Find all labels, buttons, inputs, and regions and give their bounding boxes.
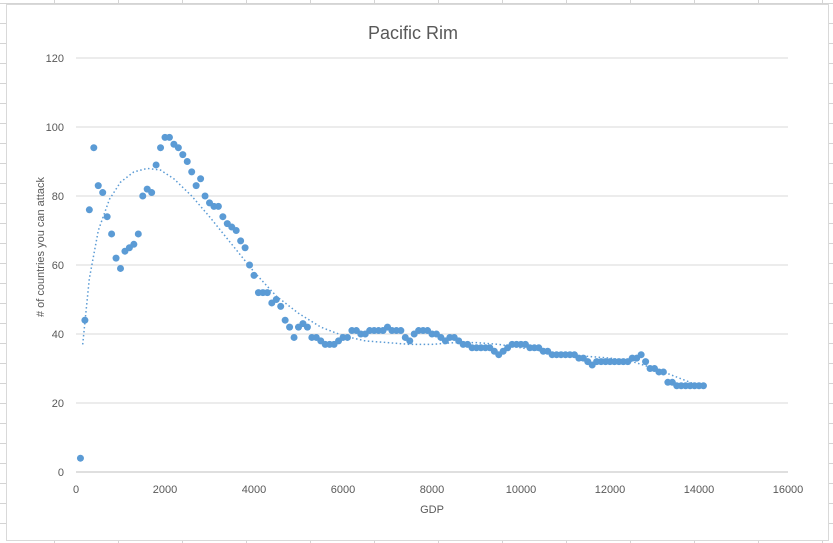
- x-axis-title: GDP: [420, 504, 444, 516]
- y-tick-label: 80: [52, 191, 64, 203]
- data-point: [406, 337, 414, 345]
- data-point: [659, 368, 667, 376]
- data-points: [76, 133, 707, 462]
- data-point: [286, 323, 294, 331]
- data-point: [157, 144, 165, 152]
- data-point: [232, 227, 240, 234]
- scatter-chart: Pacific Rim 0 20 40 60 80 100 120 0 2000 4000 600…: [35, 23, 803, 516]
- x-tick-label: 4000: [242, 484, 266, 496]
- y-tick-label: 40: [52, 329, 64, 341]
- data-point: [94, 182, 102, 190]
- data-point: [343, 333, 351, 341]
- y-tick-label: 20: [52, 398, 64, 410]
- data-point: [112, 254, 120, 262]
- data-point: [290, 333, 298, 341]
- y-axis-ticks: 0 20 40 60 80 100 120: [46, 53, 64, 479]
- y-tick-label: 100: [46, 122, 64, 134]
- x-tick-label: 16000: [773, 484, 804, 496]
- data-point: [183, 158, 191, 165]
- x-tick-label: 10000: [506, 484, 537, 496]
- gridlines: [76, 57, 788, 404]
- y-tick-label: 60: [52, 260, 64, 272]
- data-point: [192, 182, 200, 190]
- data-point: [642, 358, 650, 366]
- data-point: [174, 144, 182, 152]
- x-tick-label: 14000: [684, 484, 715, 496]
- x-tick-label: 8000: [420, 484, 444, 496]
- data-point: [250, 271, 258, 279]
- data-point: [103, 213, 111, 221]
- x-tick-label: 0: [73, 484, 79, 496]
- data-point: [130, 240, 138, 248]
- data-point: [179, 151, 187, 159]
- data-point: [272, 296, 280, 303]
- data-point: [201, 192, 209, 200]
- data-point: [90, 144, 98, 152]
- data-point: [108, 230, 116, 238]
- data-point: [246, 261, 254, 269]
- x-tick-label: 6000: [331, 484, 355, 496]
- data-point: [152, 161, 160, 169]
- data-point: [134, 230, 142, 238]
- data-point: [277, 302, 285, 310]
- x-tick-label: 2000: [153, 484, 177, 496]
- trendline: [81, 167, 700, 387]
- data-point: [303, 323, 311, 331]
- chart-title: Pacific Rim: [368, 23, 458, 43]
- data-point: [76, 454, 84, 462]
- data-point: [148, 189, 156, 197]
- data-point: [219, 213, 227, 221]
- data-point: [99, 189, 107, 197]
- y-tick-label: 0: [58, 467, 64, 479]
- chart-area: Pacific Rim 0 20 40 60 80 100 120 0 2000 4000 600…: [6, 4, 829, 541]
- data-point: [214, 202, 222, 210]
- data-point: [263, 289, 271, 297]
- data-point: [241, 244, 249, 252]
- data-point: [139, 192, 147, 200]
- data-point: [81, 316, 89, 324]
- data-point: [237, 237, 245, 245]
- x-tick-label: 12000: [595, 484, 626, 496]
- y-tick-label: 120: [46, 53, 64, 65]
- data-point: [197, 175, 205, 183]
- data-point: [397, 327, 405, 335]
- data-point: [699, 382, 707, 390]
- data-point: [165, 133, 173, 141]
- data-point: [117, 264, 124, 272]
- data-point: [188, 168, 196, 176]
- data-point: [637, 351, 645, 359]
- data-point: [281, 316, 289, 324]
- data-point: [85, 206, 93, 214]
- x-axis-ticks: 0 2000 4000 6000 8000 10000 12000 14000 16000: [73, 484, 803, 496]
- y-axis-title: # of countries you can attack: [35, 176, 47, 317]
